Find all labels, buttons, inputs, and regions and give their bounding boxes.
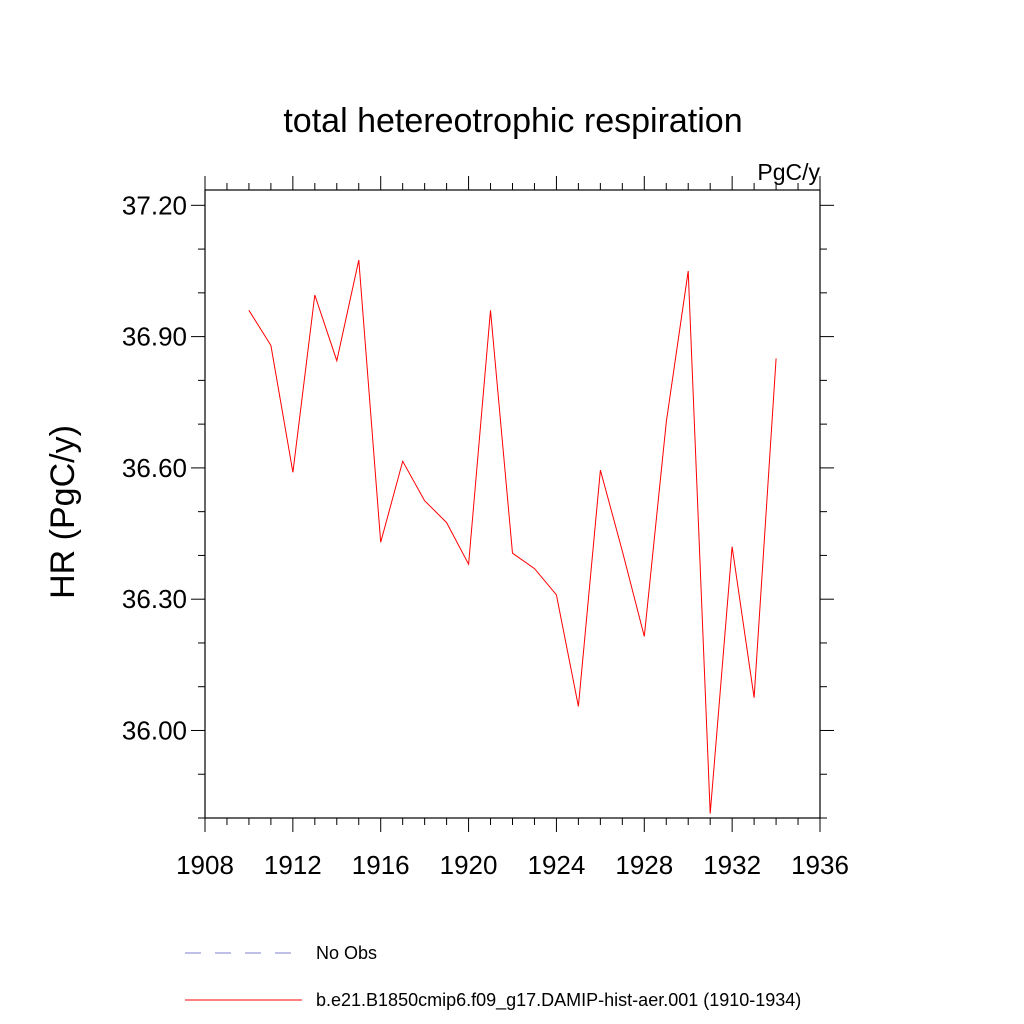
x-tick-label: 1916 <box>352 850 410 880</box>
y-tick-label: 36.00 <box>122 715 187 745</box>
series-line <box>248 259 777 814</box>
y-tick-label: 36.30 <box>122 584 187 614</box>
x-tick-label: 1936 <box>791 850 849 880</box>
y-tick-label: 37.20 <box>122 190 187 220</box>
x-tick-label: 1932 <box>703 850 761 880</box>
legend-label-model: b.e21.B1850cmip6.f09_g17.DAMIP-hist-aer.… <box>316 990 801 1011</box>
chart-title: total hetereotrophic respiration <box>283 102 742 140</box>
y-axis: 36.00 36.30 36.60 36.90 37.20 <box>122 190 834 819</box>
plot-frame <box>204 189 821 819</box>
x-tick-label: 1924 <box>528 850 586 880</box>
y-axis-title: HR (PgC/y) <box>44 425 82 599</box>
x-axis: 1908 1912 1916 1920 1924 1928 1932 1936 <box>176 176 849 880</box>
y-tick-label: 36.60 <box>122 453 187 483</box>
y-tick-label: 36.90 <box>122 322 187 352</box>
x-tick-label: 1912 <box>264 850 322 880</box>
x-tick-label: 1928 <box>615 850 673 880</box>
x-tick-label: 1920 <box>440 850 498 880</box>
legend: No Obs b.e21.B1850cmip6.f09_g17.DAMIP-hi… <box>185 943 801 1011</box>
units-label: PgC/y <box>757 159 820 185</box>
x-tick-label: 1908 <box>176 850 234 880</box>
legend-label-no-obs: No Obs <box>316 943 377 963</box>
series-layer <box>248 259 777 814</box>
